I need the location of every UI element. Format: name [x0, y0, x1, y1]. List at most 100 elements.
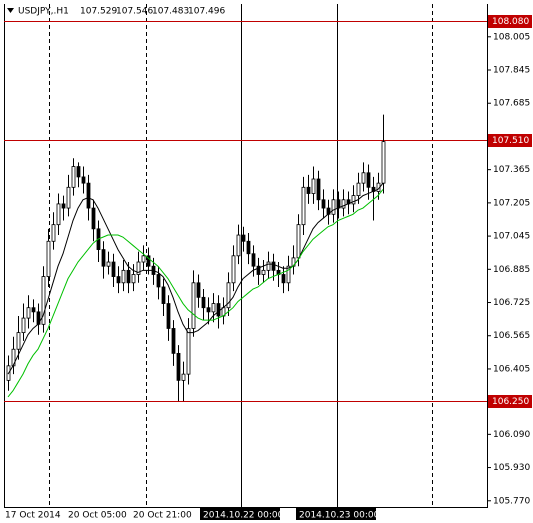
- candle-body: [111, 261, 116, 277]
- candle-body: [361, 172, 366, 184]
- moving-average: [7, 182, 384, 375]
- candle-body: [321, 199, 326, 209]
- level-label: 107.510: [492, 136, 529, 146]
- candle-body: [136, 261, 141, 275]
- candle-body: [336, 199, 341, 209]
- candle-body: [241, 234, 246, 242]
- y-tick-label: 106.565: [493, 331, 530, 341]
- candle-body: [156, 274, 161, 288]
- candle-body: [306, 186, 311, 194]
- candle-body: [211, 303, 216, 313]
- y-tick-label: 107.205: [493, 198, 530, 208]
- header-low: 107.483: [152, 7, 189, 17]
- x-tick-label: 17 Oct 2014: [5, 511, 61, 521]
- candle-body: [76, 166, 81, 178]
- candle-body: [206, 307, 211, 313]
- level-box: [488, 134, 532, 147]
- y-tick-label: 107.045: [493, 232, 530, 242]
- candle-body: [116, 276, 121, 284]
- level-box: [488, 395, 532, 408]
- moving-average: [7, 189, 384, 398]
- candle-body: [231, 255, 236, 284]
- candle-body: [351, 195, 356, 205]
- candle-body: [226, 282, 231, 309]
- candle-body: [296, 224, 301, 259]
- candle-body: [366, 172, 371, 188]
- y-tick-label: 107.365: [493, 165, 530, 175]
- x-tick-label: 20 Oct 05:00: [68, 511, 127, 521]
- y-tick-label: 106.885: [493, 265, 530, 275]
- candle-body: [261, 269, 266, 275]
- candle-body: [146, 255, 151, 267]
- candle-body: [191, 282, 196, 329]
- x-tick-label: 2014.10.22 00:00: [203, 511, 284, 521]
- candle-body: [236, 234, 241, 257]
- candle-body: [201, 296, 206, 309]
- candle-body: [81, 176, 86, 184]
- x-tick-label: 20 Oct 21:00: [133, 511, 192, 521]
- candle-body: [66, 186, 71, 209]
- candle-body: [196, 282, 201, 298]
- candle-body: [121, 269, 126, 284]
- candle-body: [176, 352, 181, 381]
- x-label-box: [296, 508, 376, 520]
- header-open: 107.529: [80, 7, 117, 17]
- candle-body: [256, 265, 261, 275]
- y-tick-label: 107.685: [493, 99, 530, 109]
- candle-body: [141, 255, 146, 263]
- candle-body: [331, 199, 336, 215]
- candle-body: [131, 274, 136, 284]
- candle-body: [56, 203, 61, 226]
- candle-body: [281, 274, 286, 284]
- candle-body: [46, 240, 51, 277]
- menu-triangle: [7, 8, 14, 13]
- candle-body: [246, 240, 251, 255]
- x-label-box: [200, 508, 280, 520]
- candle-body: [356, 182, 361, 197]
- candle-body: [341, 199, 346, 209]
- x-tick-label: 2014.10.23 00:00: [299, 511, 380, 521]
- candle-body: [266, 261, 271, 271]
- candle-body: [61, 203, 66, 209]
- y-tick-label: 106.725: [493, 298, 530, 308]
- level-label: 108.080: [492, 17, 529, 27]
- y-tick-label: 107.845: [493, 66, 530, 76]
- candle-body: [311, 178, 316, 194]
- candle-body: [106, 261, 111, 267]
- symbol: USDJPY,.H1: [18, 7, 69, 17]
- candle-body: [216, 303, 221, 317]
- candle-body: [101, 249, 106, 267]
- y-tick-label: 108.005: [493, 32, 530, 42]
- header-high: 107.546: [116, 7, 153, 17]
- candle-body: [186, 328, 191, 375]
- candle-body: [41, 276, 46, 325]
- candle-body: [181, 373, 186, 381]
- level-label: 106.250: [492, 397, 529, 407]
- candle-body: [86, 182, 91, 209]
- candle-body: [51, 224, 56, 242]
- candle-body: [381, 141, 386, 184]
- candle-body: [161, 286, 166, 304]
- candle-body: [251, 253, 256, 267]
- candle-body: [126, 269, 131, 284]
- level-box: [488, 15, 532, 28]
- candle-body: [316, 178, 321, 201]
- candle-body: [21, 317, 26, 334]
- candle-body: [31, 307, 36, 313]
- candle-body: [171, 328, 176, 354]
- candle-body: [286, 265, 291, 284]
- header-close: 107.496: [188, 7, 225, 17]
- candle-body: [71, 166, 76, 188]
- candle-body: [301, 186, 306, 226]
- candle-body: [166, 303, 171, 329]
- candle-body: [271, 261, 276, 271]
- y-tick-label: 106.090: [493, 430, 530, 440]
- y-tick-label: 105.770: [493, 496, 530, 506]
- y-tick-label: 105.930: [493, 463, 530, 473]
- y-tick-label: 106.405: [493, 364, 530, 374]
- candle-body: [26, 307, 31, 319]
- candle-body: [91, 207, 96, 230]
